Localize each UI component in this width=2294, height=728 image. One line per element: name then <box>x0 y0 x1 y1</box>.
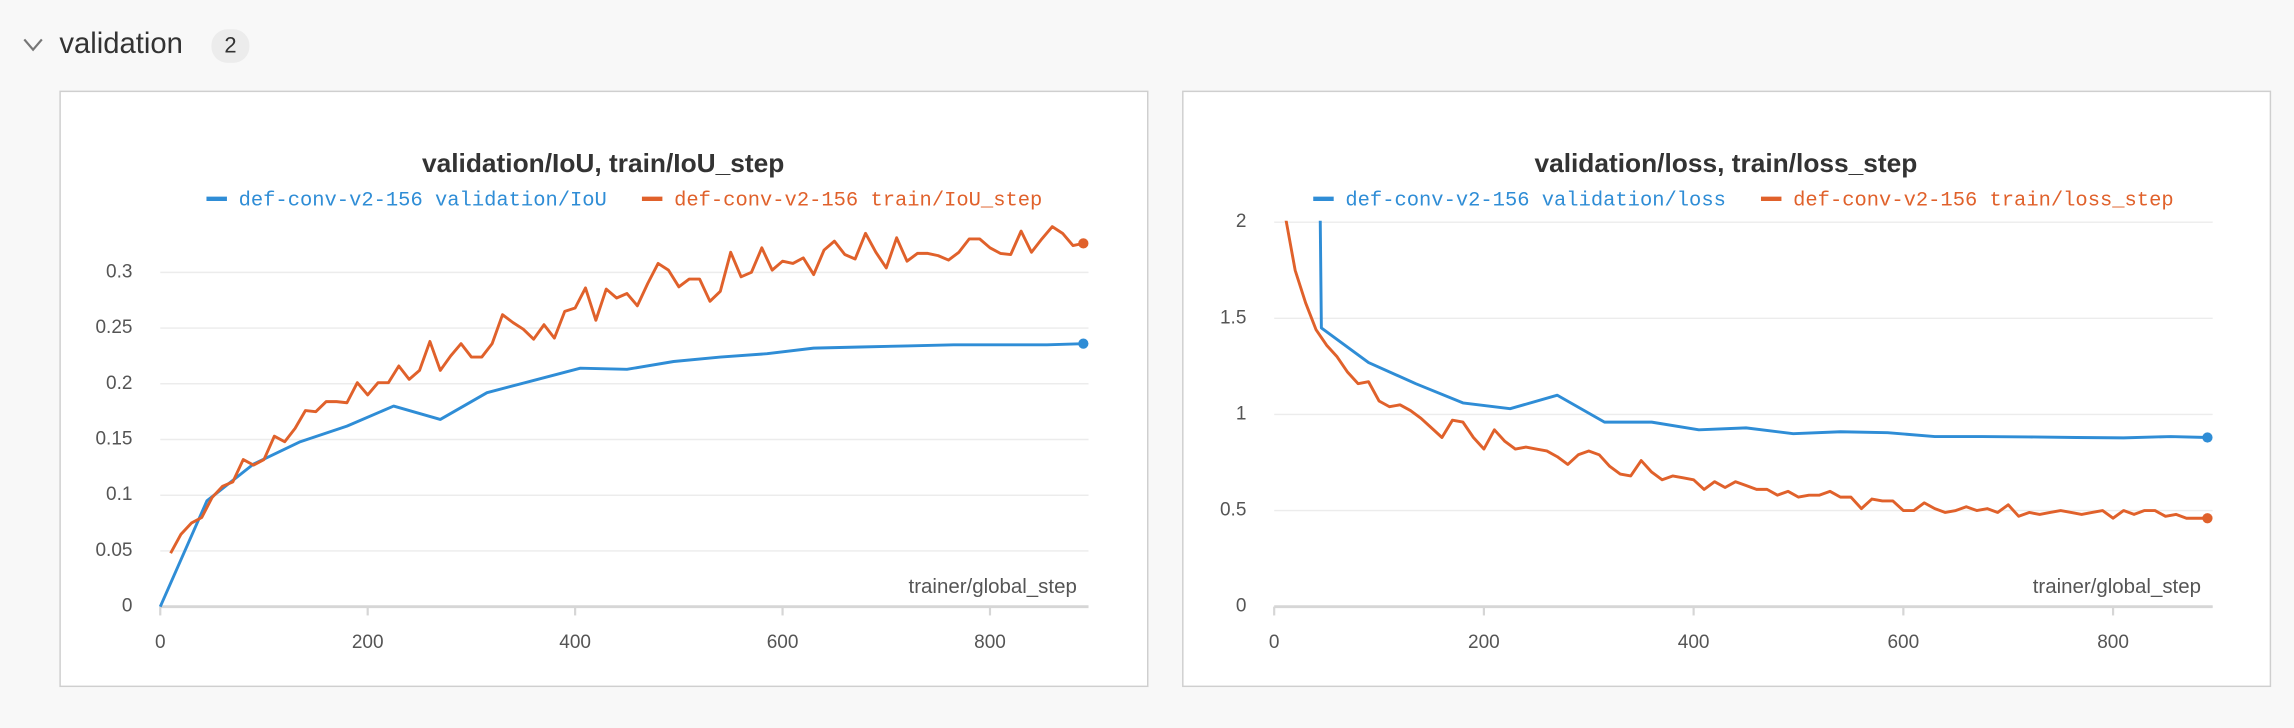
legend-label: def-conv-v2-156 train/IoU_step <box>674 190 1042 213</box>
x-tick-label: 800 <box>2097 632 2129 653</box>
end-point <box>1078 238 1089 249</box>
legend-label: def-conv-v2-156 validation/IoU <box>239 190 607 213</box>
panel[interactable] <box>1182 90 2272 688</box>
chart-title: validation/loss, train/loss_step <box>1534 148 1917 178</box>
panel[interactable] <box>59 90 1149 688</box>
plot-area <box>158 225 1089 608</box>
y-tick-label: 0.05 <box>95 540 132 561</box>
y-tick-label: 0.3 <box>106 261 132 282</box>
y-tick-label: 0 <box>122 596 133 617</box>
legend-label: def-conv-v2-156 validation/loss <box>1345 190 1726 213</box>
series-line <box>169 225 1084 554</box>
x-tick-label: 0 <box>1269 632 1280 653</box>
y-tick-label: 0.25 <box>95 317 132 338</box>
collapse-chevron[interactable] <box>23 38 43 52</box>
section-count: 2 <box>224 33 236 58</box>
y-tick-label: 0.5 <box>1220 500 1246 521</box>
x-tick-label: 600 <box>1887 632 1919 653</box>
series-line <box>1318 220 2208 440</box>
end-point <box>1078 338 1089 349</box>
end-point <box>2202 432 2213 443</box>
y-tick-label: 0 <box>1236 596 1247 617</box>
y-tick-label: 0.2 <box>106 373 132 394</box>
y-tick-label: 0.15 <box>95 429 132 450</box>
section-title[interactable]: validation <box>59 28 182 60</box>
count-badge <box>211 29 250 63</box>
y-tick-label: 1.5 <box>1220 307 1246 328</box>
x-tick-label: 200 <box>352 632 384 653</box>
end-point <box>2202 513 2213 524</box>
y-tick-label: 1 <box>1236 403 1247 424</box>
x-axis-label: trainer/global_step <box>2033 575 2201 598</box>
x-tick-label: 400 <box>559 632 591 653</box>
y-tick-label: 0.1 <box>106 484 132 505</box>
y-tick-label: 2 <box>1236 211 1247 232</box>
legend-label: def-conv-v2-156 train/loss_step <box>1793 190 2173 213</box>
x-axis-label: trainer/global_step <box>909 575 1077 598</box>
x-tick-label: 0 <box>155 632 166 653</box>
x-tick-label: 800 <box>974 632 1006 653</box>
x-tick-label: 200 <box>1468 632 1500 653</box>
plot-area <box>1284 220 2213 524</box>
series-line <box>158 342 1084 608</box>
series-line <box>1284 220 2208 520</box>
x-tick-label: 400 <box>1678 632 1710 653</box>
chart-title: validation/IoU, train/IoU_step <box>422 148 784 178</box>
x-tick-label: 600 <box>767 632 799 653</box>
